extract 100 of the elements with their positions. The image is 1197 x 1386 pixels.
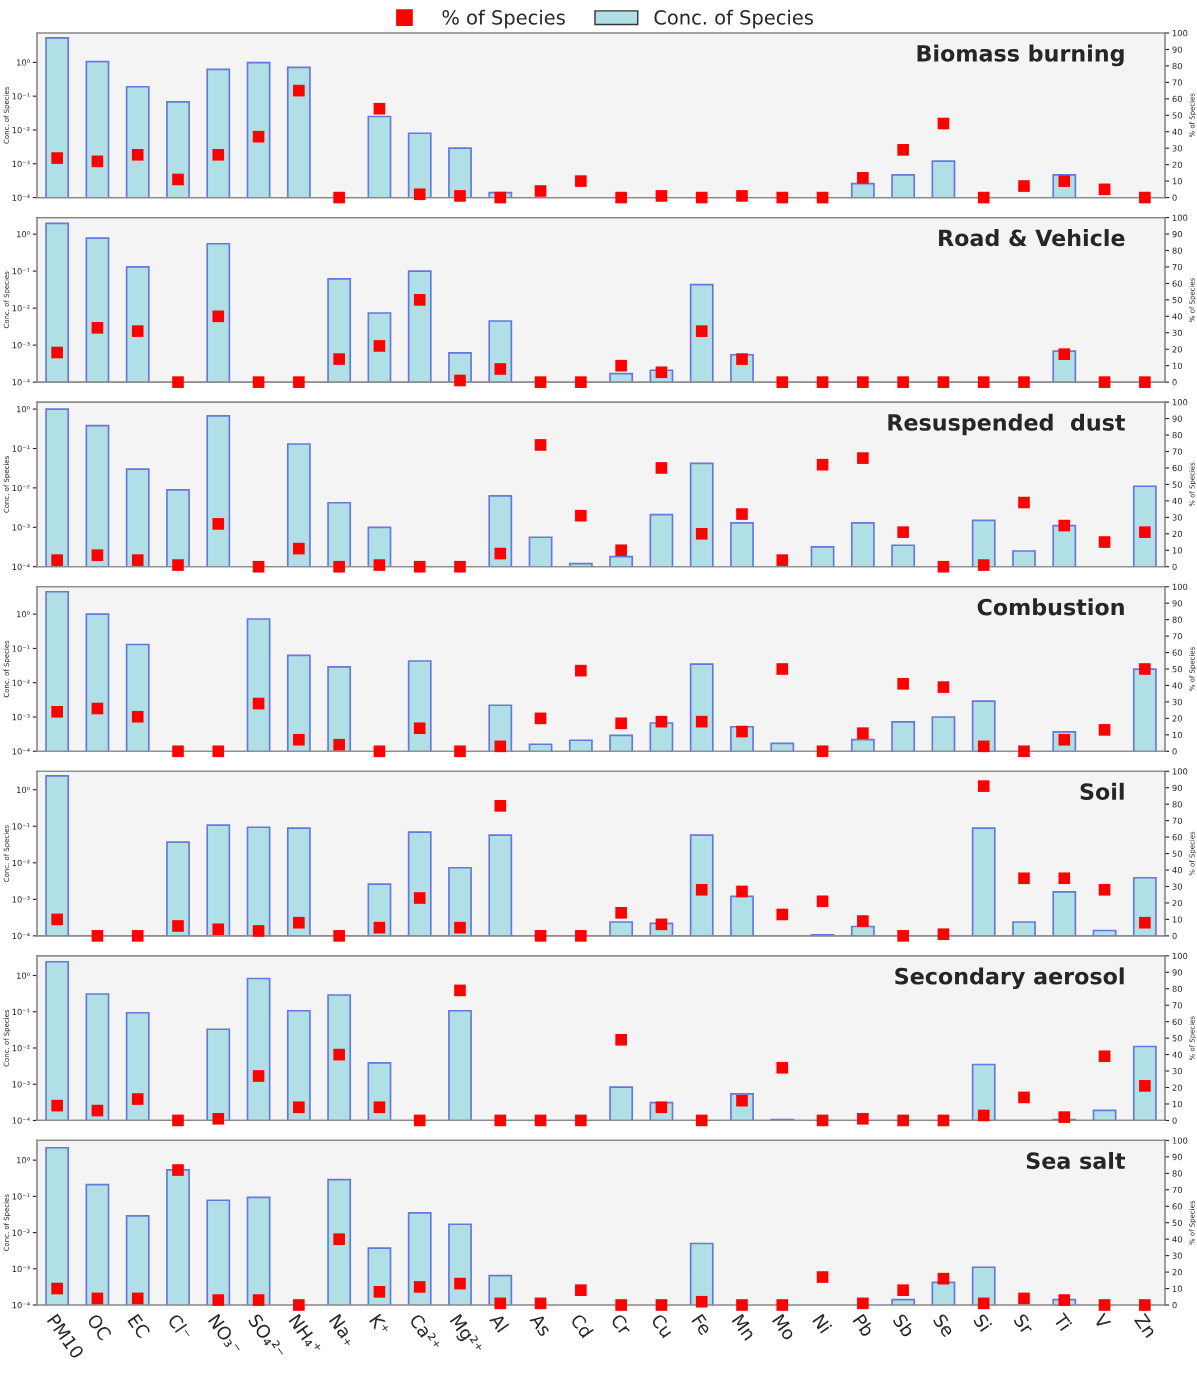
- y2-tick-label: 20: [1172, 715, 1182, 722]
- x-tick-label: Al: [489, 1312, 510, 1333]
- y2-tick-label: 20: [1172, 346, 1182, 353]
- y-tick-label: 10⁰: [17, 786, 30, 794]
- y2-tick-label: 90: [1172, 46, 1182, 53]
- x-tick-label: As: [529, 1312, 553, 1338]
- legend-label: Conc. of Species: [654, 9, 813, 29]
- y-tick-label: 10⁻²: [12, 859, 30, 867]
- y2-tick-label: 70: [1172, 448, 1182, 455]
- x-tick-label: K⁺: [369, 1313, 391, 1337]
- x-tick-label: Cr: [610, 1312, 633, 1337]
- y-tick-label: 10⁻¹: [12, 645, 30, 652]
- y-tick-label: 10⁻⁴: [12, 748, 30, 755]
- y-tick-label: 10⁻¹: [12, 823, 30, 830]
- y-tick-label: 10⁰: [17, 1157, 30, 1164]
- x-tick-label: Sb: [892, 1312, 916, 1338]
- y2-tick-label: 80: [1172, 247, 1182, 254]
- y2-tick-label: 40: [1172, 867, 1182, 874]
- y2-tick-label: 50: [1172, 112, 1182, 119]
- y2-tick-label: 10: [1172, 547, 1182, 554]
- y2-tick-label: 50: [1172, 850, 1182, 857]
- y2-tick-label: 40: [1172, 1236, 1182, 1243]
- y-tick-label: 10⁰: [17, 59, 30, 66]
- y2-tick-label: 60: [1172, 649, 1182, 656]
- y2-tick-label: 80: [1172, 616, 1182, 623]
- y-tick-label: 10⁻³: [12, 160, 30, 168]
- y2-tick-label: 80: [1172, 62, 1182, 70]
- y2-tick-label: 100: [1172, 399, 1188, 406]
- y2-tick-label: 30: [1172, 145, 1182, 152]
- y2-tick-label: 30: [1172, 1068, 1182, 1075]
- y2-tick-label: 80: [1172, 801, 1182, 808]
- chart-title: Combustion: [977, 598, 1124, 616]
- x-tick-label: Mo: [771, 1313, 797, 1341]
- y2-tick-label: 0: [1172, 194, 1177, 201]
- x-tick-label: Cd: [569, 1312, 594, 1339]
- y-tick-label: 10⁻¹: [12, 1193, 30, 1200]
- y2-tick-label: 60: [1172, 1018, 1182, 1025]
- chart-title: Soil: [1080, 782, 1124, 801]
- y-tick-label: 10⁻¹: [12, 268, 30, 275]
- y2-tick-label: 80: [1172, 1170, 1182, 1177]
- y2-tick-label: 100: [1172, 583, 1188, 590]
- y2-tick-label: 40: [1172, 313, 1182, 320]
- y2-tick-label: 60: [1172, 834, 1182, 841]
- y2-tick-label: 60: [1172, 280, 1182, 287]
- y-tick-label: 10⁻⁴: [12, 932, 30, 940]
- y-tick-label: 10⁻²: [12, 1044, 30, 1052]
- y-tick-label: 10⁻¹: [12, 445, 30, 452]
- y2-tick-label: 100: [1172, 1137, 1188, 1144]
- y2-tick-label: 100: [1172, 768, 1188, 775]
- chart-title: Road & Vehicle: [939, 229, 1125, 247]
- y2-tick-label: 90: [1172, 231, 1182, 238]
- y2-tick-label: 10: [1172, 178, 1182, 185]
- y2-tick-label: 20: [1172, 1084, 1182, 1091]
- y2-tick-label: 50: [1172, 665, 1182, 673]
- x-tick-label: EC: [127, 1313, 151, 1339]
- y-tick-label: 10⁻³: [12, 896, 30, 903]
- y2-tick-label: 10: [1172, 916, 1182, 923]
- y2-tick-label: 70: [1172, 1002, 1182, 1009]
- y2-tick-label: 10: [1172, 1285, 1182, 1292]
- x-tick-label: Sr: [1013, 1313, 1035, 1336]
- text: Biomass burning: [917, 44, 1124, 67]
- y2-tick-label: 90: [1172, 784, 1182, 792]
- x-tick-label: Cu: [650, 1312, 675, 1339]
- y2-tick-label: 70: [1172, 633, 1182, 640]
- y2-tick-label: 30: [1172, 883, 1182, 890]
- y2-tick-label: 0: [1172, 932, 1177, 940]
- y2-tick-label: 40: [1172, 1051, 1182, 1058]
- x-tick-label: Pb: [852, 1313, 876, 1338]
- x-tick-label: Zn: [1134, 1312, 1158, 1339]
- y2-tick-label: 80: [1172, 985, 1182, 993]
- y2-tick-label: 0: [1172, 563, 1177, 570]
- y2-tick-label: 30: [1172, 1252, 1182, 1259]
- y2-tick-label: 100: [1172, 29, 1188, 37]
- y2-tick-label: 50: [1172, 1219, 1182, 1226]
- y2-tick-label: 70: [1172, 79, 1182, 86]
- y-tick-label: 10⁻⁴: [12, 1117, 30, 1124]
- x-tick-label: Ti: [1053, 1311, 1073, 1332]
- y-tick-label: 10⁻³: [12, 524, 30, 531]
- y2-tick-label: 30: [1172, 514, 1182, 521]
- y2-tick-label: 50: [1172, 481, 1182, 488]
- y2-tick-label: 10: [1172, 362, 1182, 369]
- y2-tick-label: 10: [1172, 1100, 1182, 1108]
- x-tick-label: Ni: [812, 1313, 833, 1334]
- chart-title: Sea salt: [1026, 1151, 1126, 1170]
- y2-tick-label: 0: [1172, 379, 1177, 386]
- y-tick-label: 10⁻²: [12, 305, 30, 312]
- y2-tick-label: 40: [1172, 497, 1182, 505]
- y2-tick-label: 30: [1172, 329, 1182, 337]
- y2-tick-label: 60: [1172, 95, 1182, 103]
- y-tick-label: 10⁻⁴: [12, 563, 30, 570]
- y2-tick-label: 70: [1172, 1186, 1182, 1194]
- y2-tick-label: 30: [1172, 698, 1182, 706]
- y2-tick-label: 70: [1172, 817, 1182, 824]
- x-tick-label: Mn: [731, 1313, 757, 1341]
- y2-tick-label: 20: [1172, 899, 1182, 907]
- y2-tick-label: 100: [1172, 952, 1188, 960]
- y2-tick-label: 20: [1172, 161, 1182, 168]
- x-tick-label: Fe: [691, 1313, 713, 1336]
- y2-tick-label: 0: [1172, 1301, 1177, 1309]
- y2-tick-label: 20: [1172, 530, 1182, 538]
